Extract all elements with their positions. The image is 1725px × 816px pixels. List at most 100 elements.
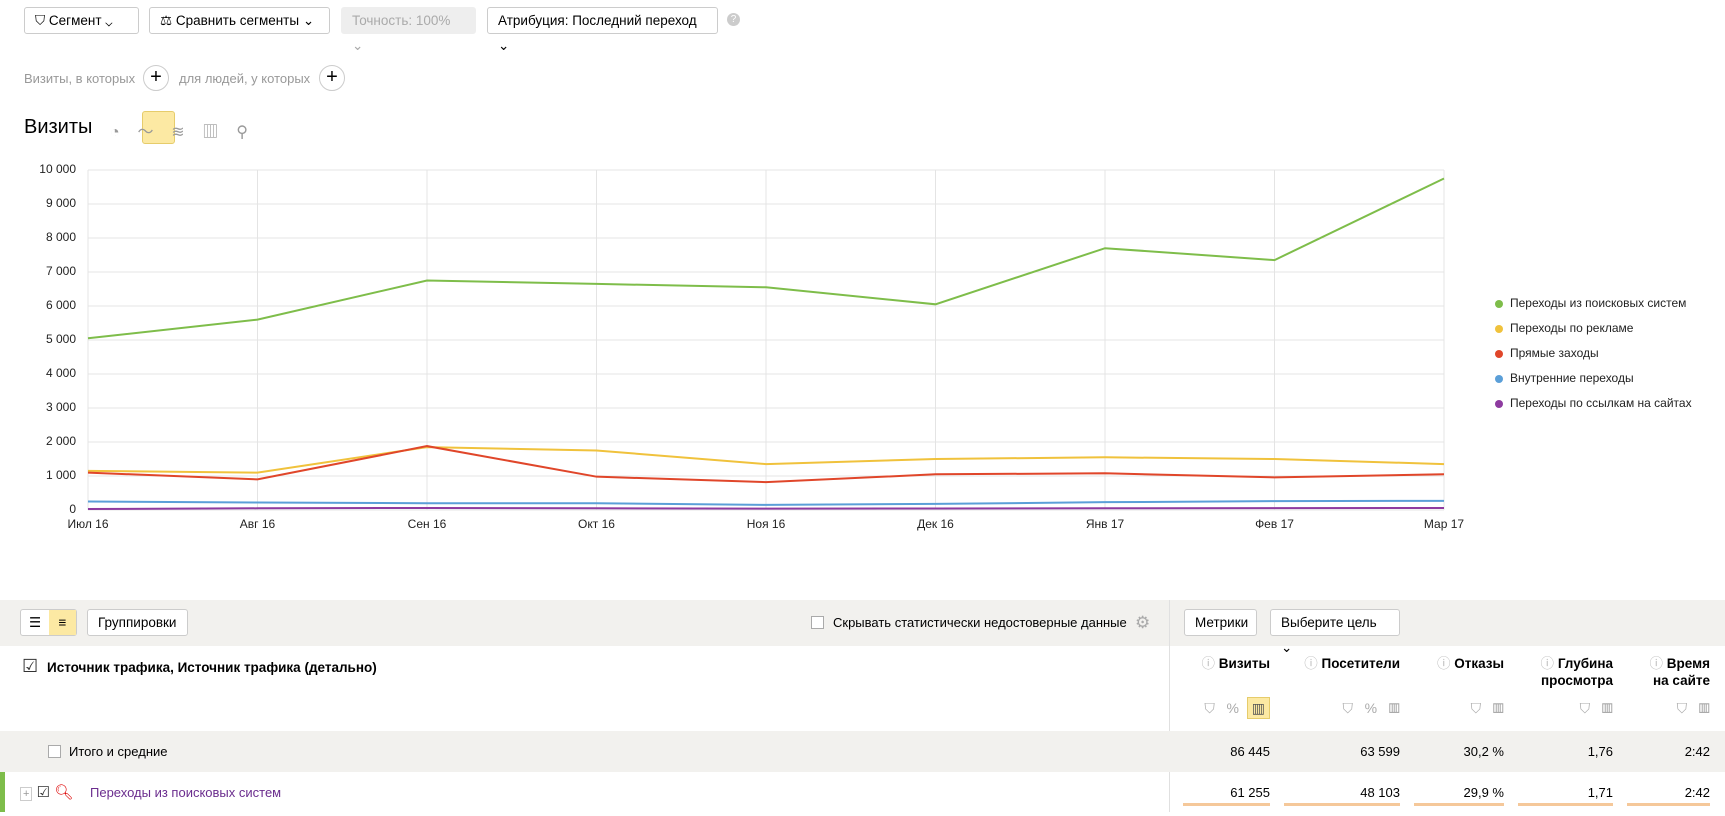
groupings-button[interactable]: Группировки xyxy=(87,609,188,636)
column-header: ⓘ Визиты xyxy=(1201,656,1270,671)
column-tools: ⛉ % ▥ xyxy=(1204,697,1270,719)
help[interactable]: ? xyxy=(727,13,740,26)
cell: 1,71 xyxy=(1587,785,1613,800)
legend-marker xyxy=(1495,375,1503,383)
cell: 1,76 xyxy=(1587,744,1613,759)
series-line xyxy=(87,446,1445,474)
header-line: Глубина xyxy=(1557,656,1613,671)
report-title: Визиты xyxy=(24,116,93,138)
chart-type-selected[interactable] xyxy=(142,111,175,144)
y-tick-label: 0 xyxy=(69,502,76,516)
column-header: ⓘ Посетители xyxy=(1304,656,1400,671)
checkbox[interactable] xyxy=(811,616,824,629)
x-tick-label: Ноя 16 xyxy=(747,517,786,531)
option-label: Скрывать статистически недостоверные дан… xyxy=(833,615,1127,630)
cell: 86 445 xyxy=(1230,744,1270,759)
y-tick-label: 9 000 xyxy=(46,196,76,210)
separator xyxy=(1169,600,1170,812)
series-line xyxy=(87,445,1445,484)
label: Атрибуция: Последний переход xyxy=(498,13,697,28)
header-line: Время xyxy=(1666,656,1710,671)
legend-label: Переходы из поисковых систем xyxy=(1510,296,1686,310)
cell: 29,9 % xyxy=(1463,785,1504,800)
y-tick-label: 3 000 xyxy=(46,400,76,414)
row-color xyxy=(0,772,5,812)
label: Выберите цель xyxy=(1281,615,1377,630)
y-tick-label: 5 000 xyxy=(46,332,76,346)
legend-label: Переходы по ссылкам на сайтах xyxy=(1510,396,1692,410)
label: Точность: 100% xyxy=(352,13,451,28)
cell: 63 599 xyxy=(1360,744,1400,759)
row-controls: + ☑ 🔍︎ xyxy=(20,783,73,801)
cell-bar xyxy=(1284,803,1400,806)
x-tick-label: Дек 16 xyxy=(917,517,954,531)
chart-type-icons[interactable]: ◔ 〜 ≋ ▥ ⚲ xyxy=(110,124,248,141)
compare-button[interactable]: ⚖ Сравнить сегменты ⌄ xyxy=(149,7,330,34)
header-line: на сайте xyxy=(1652,673,1710,688)
attribution-button[interactable]: Атрибуция: Последний переход ⌄ xyxy=(487,7,718,53)
x-tick-label: Янв 17 xyxy=(1086,517,1125,531)
column-header: ⓘ Глубина просмотра xyxy=(1540,656,1613,688)
add-filter[interactable]: + xyxy=(143,65,169,91)
header-line: просмотра xyxy=(1540,673,1613,688)
table-toolbar xyxy=(0,600,1725,646)
cell: 30,2 % xyxy=(1463,744,1504,759)
cell-bar xyxy=(1518,803,1613,806)
checkbox-checked[interactable]: ☑ xyxy=(22,656,39,676)
label: Сегмент xyxy=(48,13,102,28)
goal-button[interactable]: Выберите цель ⌄ xyxy=(1270,609,1400,655)
x-tick-label: Мар 17 xyxy=(1424,517,1464,531)
header-line: Отказы xyxy=(1454,656,1504,671)
legend-label: Прямые заходы xyxy=(1510,346,1599,360)
cell-bar xyxy=(1627,803,1710,806)
y-tick-label: 1 000 xyxy=(46,468,76,482)
legend-marker xyxy=(1495,400,1503,408)
cell: 61 255 xyxy=(1230,785,1270,800)
header-line: Посетители xyxy=(1321,656,1400,671)
legend-label: Переходы по рекламе xyxy=(1510,321,1634,335)
filter-label: Визиты, в которых xyxy=(24,71,136,86)
cell-bar xyxy=(1414,803,1504,806)
y-tick-label: 6 000 xyxy=(46,298,76,312)
cell: 2:42 xyxy=(1684,785,1710,800)
x-tick-label: Окт 16 xyxy=(578,517,615,531)
column-tools: ⛉ ▥ xyxy=(1470,700,1504,716)
column-tools: ⛉ ▥ xyxy=(1676,700,1710,716)
cell: 48 103 xyxy=(1360,785,1400,800)
metrics-button[interactable]: Метрики xyxy=(1184,609,1257,636)
settings-icon[interactable]: ⚙ xyxy=(1135,613,1151,632)
checkbox xyxy=(48,745,61,758)
segment-button[interactable]: ⛉ Сегмент ⌄ xyxy=(24,7,139,34)
y-tick-label: 7 000 xyxy=(46,264,76,278)
x-tick-label: Авг 16 xyxy=(240,517,276,531)
totals-row xyxy=(0,731,1725,772)
legend-marker xyxy=(1495,325,1503,333)
row-label: Переходы из поисковых систем xyxy=(90,785,282,800)
x-tick-label: Июл 16 xyxy=(67,517,108,531)
x-tick-label: Фев 17 xyxy=(1255,517,1294,531)
cell: 2:42 xyxy=(1684,744,1710,759)
add-filter[interactable]: + xyxy=(319,65,345,91)
legend-marker xyxy=(1495,300,1503,308)
row-label: Итого и средние xyxy=(69,744,168,759)
chart: 0 1 000 2 000 3 000 4 000 5 000 6 000 7 000 8 00… xyxy=(39,162,1692,531)
y-tick-label: 4 000 xyxy=(46,366,76,380)
column-tools: ⛉ ▥ xyxy=(1579,700,1613,716)
accuracy-button: Точность: 100% ⌄ xyxy=(341,7,476,53)
cell-bar xyxy=(1183,803,1270,806)
legend-label: Внутренние переходы xyxy=(1510,371,1634,385)
dimension-title: Источник трафика, Источник трафика (дета… xyxy=(47,660,377,675)
y-tick-label: 10 000 xyxy=(39,162,76,176)
y-tick-label: 2 000 xyxy=(46,434,76,448)
filter-label: для людей, у которых xyxy=(179,71,311,86)
view-toggle[interactable]: ☰ ≡ xyxy=(20,609,77,636)
x-tick-label: Сен 16 xyxy=(408,517,447,531)
series-line xyxy=(87,177,1445,340)
series-line xyxy=(87,506,1445,510)
column-header: ⓘ Отказы xyxy=(1436,656,1504,671)
header-line: Визиты xyxy=(1218,656,1270,671)
column-tools: ⛉ % ▥ xyxy=(1342,700,1401,716)
column-header: ⓘ Время на сайте xyxy=(1649,656,1710,688)
series-line xyxy=(87,499,1445,506)
